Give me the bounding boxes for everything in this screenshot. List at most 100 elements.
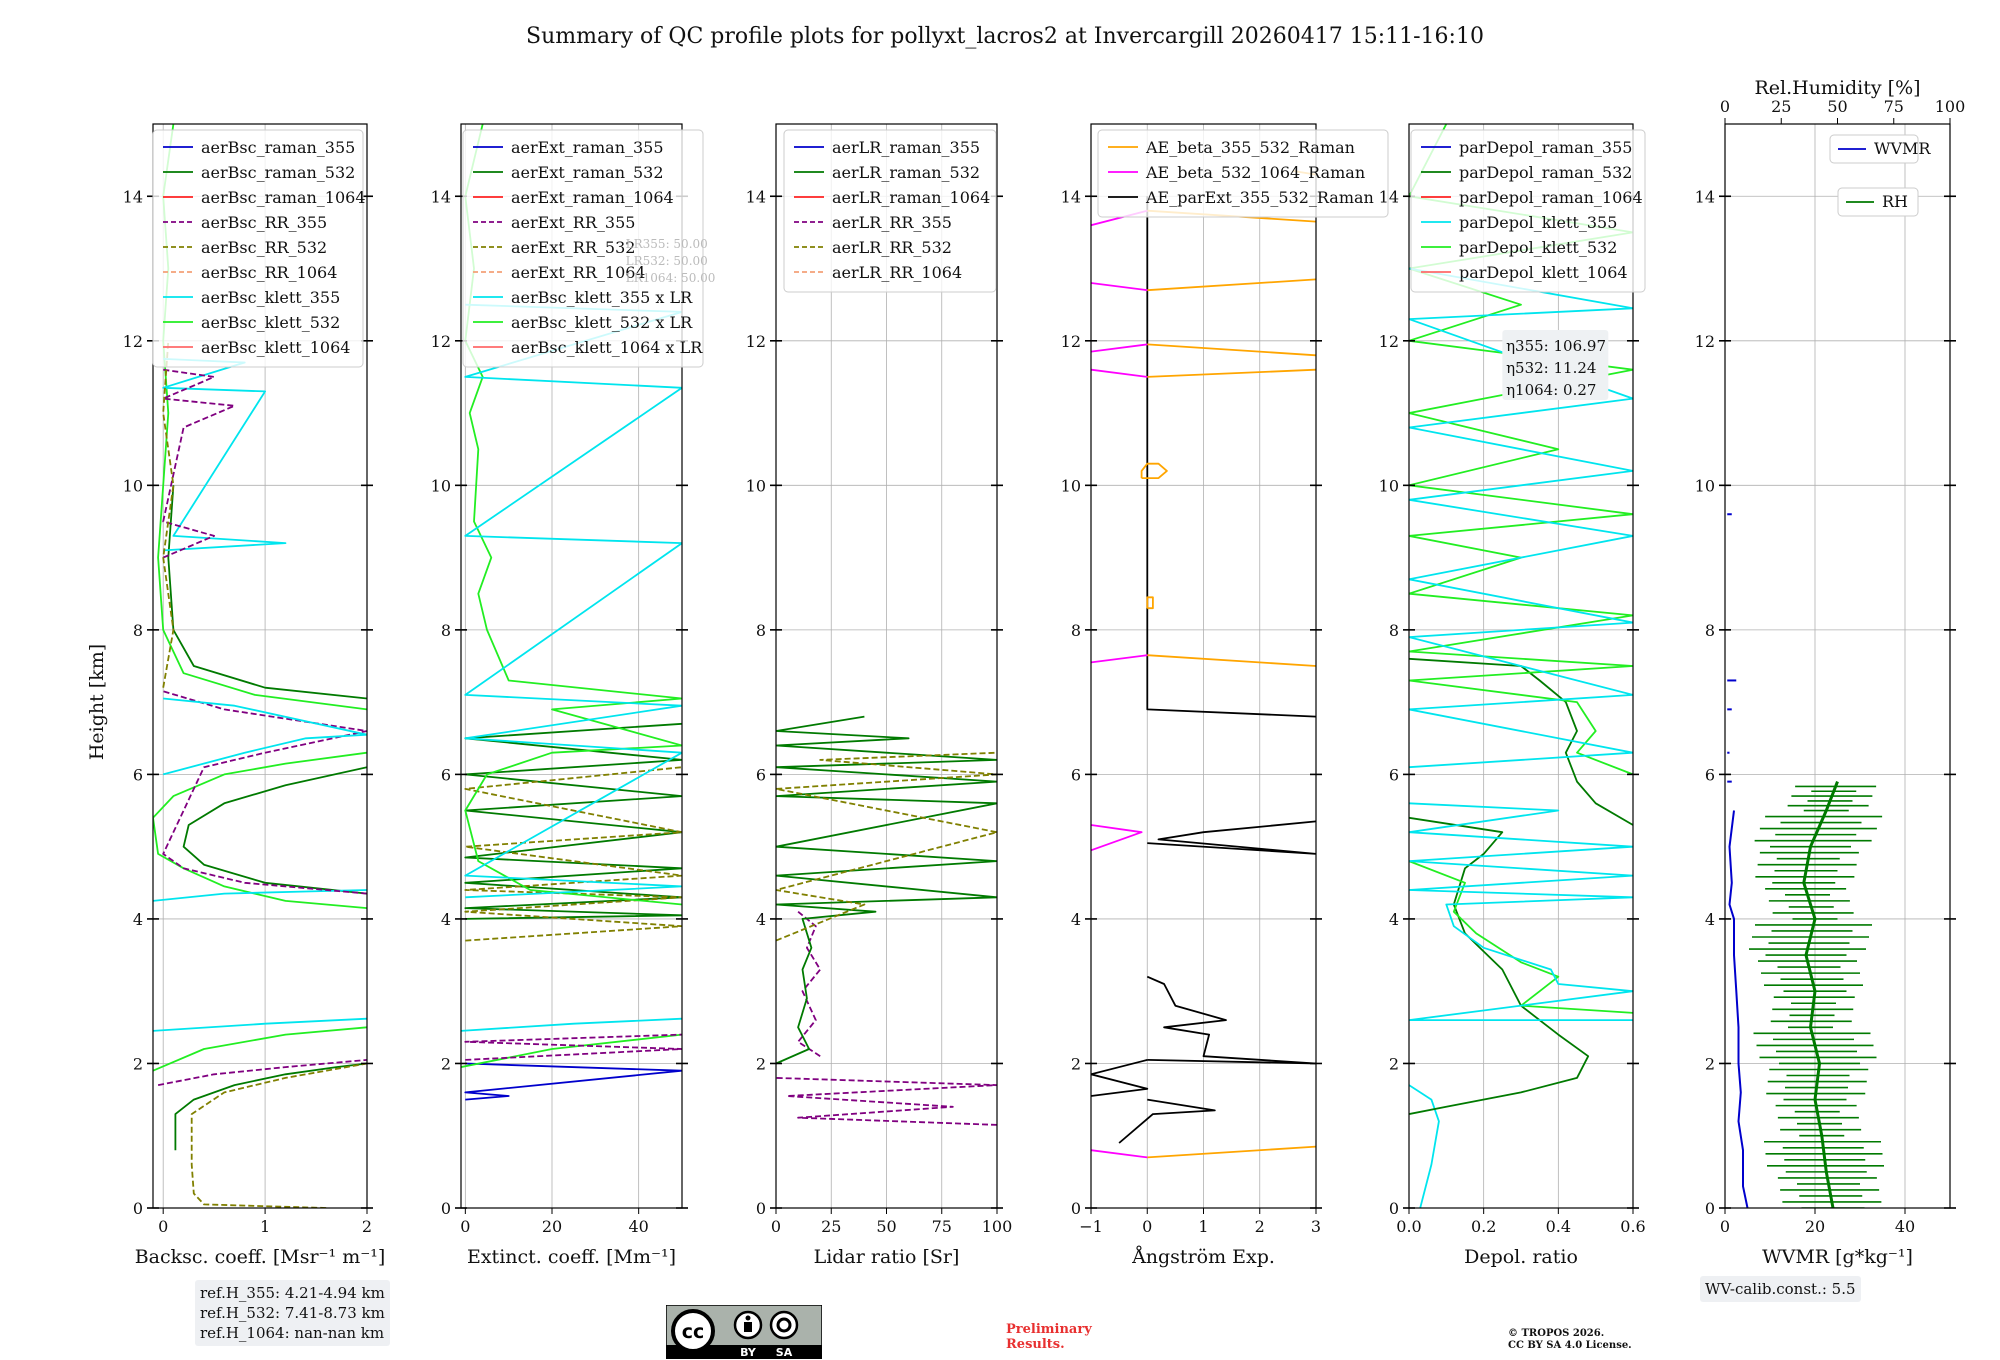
y-axis-label: Height [km] — [86, 644, 108, 760]
series-aerext-rr-532 — [464, 766, 682, 942]
legend-label-aerbsc-raman-532: aerBsc_raman_532 — [201, 163, 355, 182]
legend-label-pardepol-klett-1064: parDepol_klett_1064 — [1459, 263, 1628, 282]
x-tick-label: 0.4 — [1546, 1217, 1571, 1236]
x-tick-label: 20 — [542, 1217, 562, 1236]
ref-height-1064: ref.H_1064: nan-nan km — [200, 1324, 385, 1342]
y-tick-label: 6 — [756, 765, 766, 784]
x-axis-label: Depol. ratio — [1464, 1246, 1578, 1268]
x-tick-label: 0 — [1142, 1217, 1152, 1236]
legend: aerExt_raman_355 aerExt_raman_532 aerExt_r… — [462, 129, 704, 368]
y-tick-label: 2 — [441, 1054, 451, 1073]
x-axis-label: WVMR [g*kg⁻¹] — [1762, 1246, 1913, 1268]
y-tick-label: 6 — [1071, 765, 1081, 784]
y-tick-label: 0 — [756, 1199, 766, 1218]
y-tick-label: 14 — [1695, 187, 1715, 206]
legend-label-aerbsc-rr-355: aerBsc_RR_355 — [201, 213, 327, 232]
series-aerlr-rr-355 — [797, 911, 822, 1057]
series-aerbsc-raman-532 — [182, 766, 367, 895]
figure-title: Summary of QC profile plots for pollyxt_… — [526, 24, 1484, 49]
legend-label-aerext-rr-1064: aerExt_RR_1064 — [511, 263, 646, 282]
series-ae-parext-355-532-raman — [1146, 975, 1316, 1065]
y-tick-label: 2 — [756, 1054, 766, 1073]
series-ae-beta-532-1064-raman — [1091, 368, 1148, 378]
y-tick-label: 0 — [441, 1199, 451, 1218]
series-pardepol-raman-532 — [1409, 657, 1633, 826]
wv-calib-box: WV-calib.const.: 5.5 — [1700, 1276, 1861, 1302]
x-tick-label: 0.2 — [1471, 1217, 1496, 1236]
cc-logo-text: cc — [682, 1321, 705, 1343]
copyright-line-2: CC BY SA 4.0 License. — [1508, 1340, 1632, 1351]
legend-label-pardepol-raman-532: parDepol_raman_532 — [1459, 163, 1632, 182]
y-tick-label: 12 — [1379, 332, 1399, 351]
cc-license-badge: cc BY SA — [666, 1305, 822, 1359]
series-ae-beta-532-1064-raman — [1091, 824, 1143, 852]
sa-label: SA — [776, 1346, 793, 1359]
lr-label: LR532: 50.00 — [626, 254, 708, 268]
legend-label-aerext-raman-1064: aerExt_raman_1064 — [511, 188, 674, 207]
legend-box — [1097, 129, 1389, 218]
eta-label: η532: 11.24 — [1506, 359, 1596, 377]
series-aerbsc-klett-355 — [153, 1017, 367, 1032]
y-tick-label: 10 — [746, 476, 766, 495]
x-axis-label: Backsc. coeff. [Msr⁻¹ m⁻¹] — [135, 1246, 386, 1268]
rh-top-tick-label: 0 — [1720, 97, 1730, 116]
ref-height-355: ref.H_355: 4.21-4.94 km — [200, 1284, 385, 1302]
y-tick-label: 8 — [441, 621, 451, 640]
legend-label-aerlr-rr-355: aerLR_RR_355 — [832, 213, 952, 232]
depol-panel: 0.0 0.2 0.4 0.6 0 2 4 6 8 10 12 14 Depol. ratio parDe… — [1379, 123, 1646, 1268]
x-tick-label: 40 — [1895, 1217, 1915, 1236]
preliminary-line-1: Preliminary — [1006, 1322, 1092, 1337]
series-aerbsc-klett-532 — [153, 1026, 367, 1072]
y-tick-label: 10 — [1061, 476, 1081, 495]
series-aerlr-rr-355 — [776, 1077, 997, 1126]
x-tick-label: 0 — [460, 1217, 470, 1236]
legend-wvmr: WVMR — [1829, 134, 1931, 164]
x-tick-label: 40 — [628, 1217, 648, 1236]
x-tick-label: −1 — [1079, 1217, 1103, 1236]
x-axis-label: Ångström Exp. — [1131, 1246, 1275, 1268]
series-ae-beta-355-532-raman — [1147, 368, 1316, 378]
y-tick-label: 4 — [133, 910, 143, 929]
legend-label-aerlr-raman-532: aerLR_raman_532 — [832, 163, 980, 182]
series-pardepol-klett-355 — [1409, 802, 1633, 1021]
series-ae-parext-355-532-raman — [1118, 1098, 1216, 1144]
y-tick-label: 10 — [1695, 476, 1715, 495]
series-ae-parext-355-532-raman — [1146, 196, 1316, 718]
legend-label: RH — [1882, 192, 1908, 211]
lr-label: LR1064: 50.00 — [626, 271, 716, 285]
series-aerbsc-raman-532 — [167, 485, 367, 700]
series-aerbsc-rr-355 — [157, 1059, 367, 1086]
series-pardepol-klett-355 — [1409, 1084, 1440, 1208]
legend: aerBsc_raman_355 aerBsc_raman_532 aerBsc_r… — [152, 129, 366, 368]
y-tick-label: 6 — [133, 765, 143, 784]
y-tick-label: 14 — [123, 187, 143, 206]
series-ae-beta-532-1064-raman — [1091, 282, 1148, 292]
eta-label: η1064: 0.27 — [1506, 381, 1596, 399]
rh-top-tick-label: 75 — [1884, 97, 1904, 116]
legend-label-pardepol-raman-355: parDepol_raman_355 — [1459, 138, 1632, 157]
legend-label-aerlr-raman-1064: aerLR_raman_1064 — [832, 188, 990, 207]
eta-box — [1502, 330, 1609, 400]
y-tick-label: 2 — [133, 1054, 143, 1073]
legend-label-aerext-raman-355: aerExt_raman_355 — [511, 138, 664, 157]
x-tick-label: 3 — [1311, 1217, 1321, 1236]
legend-label-aerbsc-rr-1064: aerBsc_RR_1064 — [201, 263, 337, 282]
lr-annotation: LR355: 50.00 LR532: 50.00 LR1064: 50.00 — [626, 237, 716, 285]
y-tick-label: 12 — [123, 332, 143, 351]
legend-label-aerbsc-klett-355-x-lr: aerBsc_klett_355 x LR — [511, 288, 693, 307]
series-aerbsc-rr-355 — [162, 368, 236, 559]
eta-label: η355: 106.97 — [1506, 337, 1606, 355]
legend-label-aerbsc-klett-532-x-lr: aerBsc_klett_532 x LR — [511, 313, 693, 332]
series-ae-beta-355-532-raman — [1146, 596, 1154, 610]
y-tick-label: 6 — [1389, 765, 1399, 784]
series-aerbsc-rr-532 — [190, 1062, 367, 1208]
y-tick-label: 12 — [746, 332, 766, 351]
legend-label-aerext-rr-532: aerExt_RR_532 — [511, 238, 635, 257]
series-ae-beta-355-532-raman — [1147, 654, 1316, 667]
series-aerlr-raman-532 — [776, 715, 997, 1065]
x-axis-label: Extinct. coeff. [Mm⁻¹] — [467, 1246, 676, 1268]
y-tick-label: 14 — [746, 187, 766, 206]
y-tick-label: 4 — [756, 910, 766, 929]
